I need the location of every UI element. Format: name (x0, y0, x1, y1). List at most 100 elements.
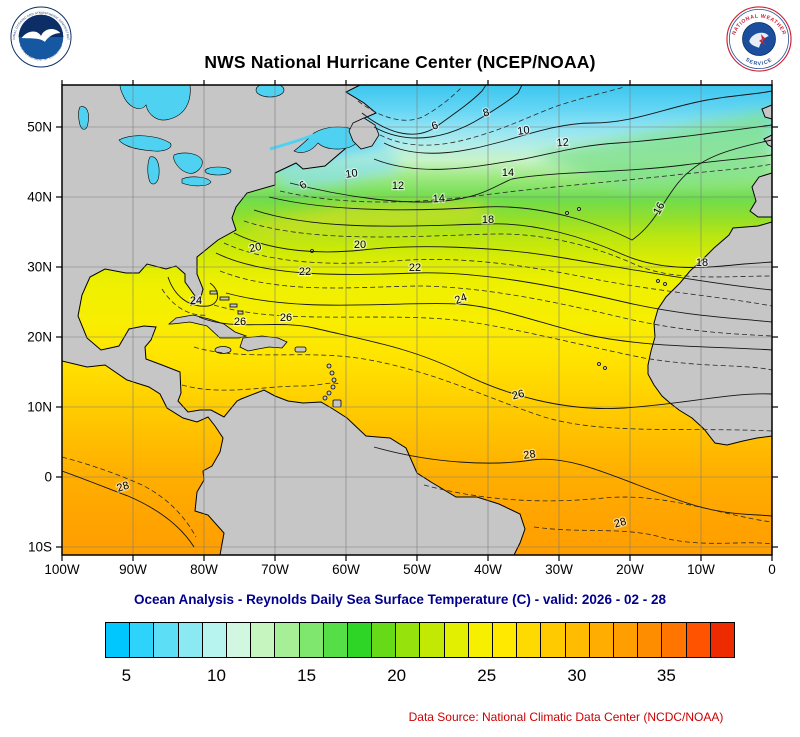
svg-text:8: 8 (482, 107, 491, 120)
svg-text:50W: 50W (403, 562, 431, 577)
newfoundland (348, 117, 380, 150)
svg-text:24: 24 (453, 291, 469, 306)
colorbar-segment (153, 623, 178, 657)
colorbar-segment (250, 623, 275, 657)
colorbar-segment (516, 623, 541, 657)
colorbar-segment (419, 623, 444, 657)
antilles-5 (326, 390, 332, 396)
nws-ring-bottom-text: SERVICE (744, 57, 773, 67)
azores-2 (577, 207, 581, 211)
axis-labels: 50N 40N 30N 20N 10N 0 10S 100W 90W 80W 70W 60W 50W 40… (27, 120, 776, 578)
cuba (167, 314, 248, 339)
colorbar (105, 622, 735, 658)
hudson-bay (119, 85, 191, 121)
svg-text:0: 0 (44, 470, 52, 485)
colorbar-segment (588, 623, 613, 657)
antilles-3 (331, 377, 337, 383)
jamaica (214, 346, 232, 354)
lake-huron (173, 152, 203, 174)
colorbar-segment (274, 623, 299, 657)
colorbar-tick-label: 15 (297, 666, 317, 685)
nws-logo: NATIONAL WEATHER SERVICE (726, 6, 792, 77)
colorbar-segment (443, 623, 468, 657)
svg-text:26: 26 (280, 312, 292, 324)
svg-text:28: 28 (523, 448, 537, 462)
lakes (78, 85, 359, 187)
svg-text:14: 14 (502, 167, 514, 179)
africa-landmass (647, 221, 772, 446)
colorbar-ticks: 5 10 15 20 25 30 35 (105, 666, 735, 688)
sst-contours (62, 85, 772, 548)
nws-logo-icon: NATIONAL WEATHER SERVICE (726, 6, 792, 72)
gulf-of-st-lawrence (293, 126, 359, 153)
colorbar-segment (540, 623, 565, 657)
canary-1 (656, 279, 660, 283)
map-caption: Ocean Analysis - Reynolds Daily Sea Surf… (134, 592, 666, 607)
landmass-americas-africa (62, 85, 772, 555)
svg-text:60W: 60W (332, 562, 360, 577)
noaa-logo: NATIONAL OCEANIC AND ATMOSPHERIC ADMINIS… (9, 3, 72, 73)
colorbar-tick-label: 5 (121, 666, 132, 685)
colorbar-segment (177, 623, 202, 657)
noaa-logo-icon: NATIONAL OCEANIC AND ATMOSPHERIC ADMINIS… (9, 3, 72, 68)
antilles-2 (329, 370, 335, 376)
axis-ticks (56, 80, 778, 561)
colorbar-segment (492, 623, 517, 657)
st-lawrence-river (269, 133, 315, 151)
colorbar-segment (129, 623, 154, 657)
colorbar-tick-label: 35 (656, 666, 676, 685)
colorbar-tick-label: 10 (207, 666, 226, 685)
svg-text:100W: 100W (44, 562, 80, 577)
svg-text:30N: 30N (27, 260, 52, 275)
svg-text:20W: 20W (616, 562, 644, 577)
colorbar-segment (225, 623, 251, 657)
lake-ontario (204, 166, 232, 176)
bahamas-2 (219, 296, 230, 301)
nws-globe-icon (749, 32, 769, 48)
trinidad (332, 399, 342, 408)
svg-text:50N: 50N (27, 120, 52, 135)
colorbar-segment (661, 623, 686, 657)
colorbar-tick-label: 25 (477, 666, 497, 685)
iberia-landmass (749, 172, 772, 218)
colorbar-tick-label: 30 (567, 666, 587, 685)
bahamas-3 (229, 303, 238, 308)
svg-text:10: 10 (345, 167, 359, 181)
grid-lines (62, 85, 772, 555)
svg-text:12: 12 (392, 180, 404, 192)
svg-text:0: 0 (768, 562, 776, 577)
svg-text:26: 26 (234, 316, 246, 328)
svg-text:70W: 70W (261, 562, 289, 577)
svg-text:30W: 30W (545, 562, 573, 577)
colorbar-segment (564, 623, 589, 657)
lake-michigan (147, 156, 160, 185)
colorbar-segment (106, 623, 130, 657)
england-landmass (761, 104, 772, 120)
svg-text:40W: 40W (474, 562, 502, 577)
colorbar-segment (346, 623, 372, 657)
data-source: Data Source: National Climatic Data Cent… (408, 710, 724, 724)
colorbar-segment (395, 623, 420, 657)
nws-lightning-icon (759, 34, 767, 46)
colorbar-segment (201, 623, 226, 657)
ungava-bay (255, 85, 285, 98)
svg-text:SERVICE: SERVICE (744, 57, 774, 67)
svg-text:10W: 10W (687, 562, 715, 577)
svg-text:20: 20 (354, 239, 366, 251)
svg-text:20N: 20N (27, 330, 52, 345)
svg-text:26: 26 (511, 388, 526, 403)
svg-text:14: 14 (432, 193, 445, 206)
colorbar-segment (298, 623, 323, 657)
svg-text:10: 10 (517, 124, 531, 138)
svg-text:12: 12 (556, 137, 569, 150)
colorbar-segment (685, 623, 710, 657)
noaa-gull-icon (21, 28, 61, 42)
azores-1 (565, 211, 569, 215)
svg-text:28: 28 (613, 516, 628, 531)
puerto-rico (294, 346, 307, 353)
svg-text:90W: 90W (119, 562, 147, 577)
cape-verde-1 (597, 362, 601, 366)
colorbar-segment (467, 623, 492, 657)
